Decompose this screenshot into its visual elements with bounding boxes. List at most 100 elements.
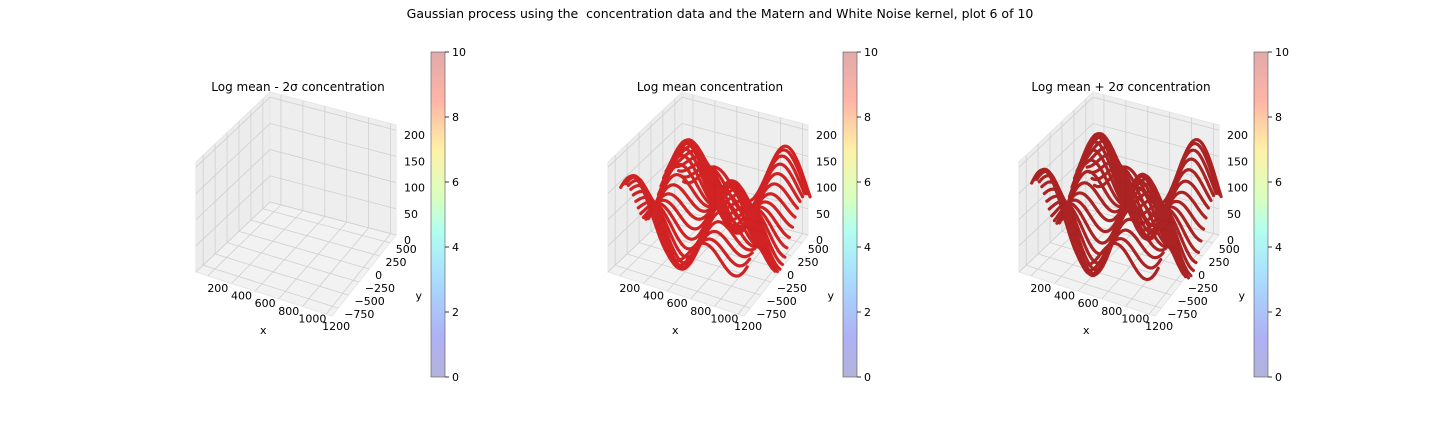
z-tick-label: 200 (404, 129, 425, 142)
colorbar-tick-label: 0 (1275, 371, 1282, 384)
figure-title: Gaussian process using the concentration… (406, 6, 1034, 21)
surface-row (672, 149, 802, 233)
colorbar-tick-label: 4 (1275, 241, 1282, 254)
colorbar-tick-label: 8 (864, 111, 871, 124)
x-tick-label: 600 (255, 297, 276, 310)
z-tick-label: 50 (1227, 208, 1241, 221)
y-tick-label: 500 (396, 243, 417, 256)
surface-row (674, 155, 805, 229)
z-gridline (1018, 96, 1220, 168)
z-tick-label: 0 (816, 234, 823, 247)
colorbar-tick-label: 10 (452, 46, 466, 59)
z-tick-label: 150 (1227, 155, 1248, 168)
z-tick-label: 100 (404, 182, 425, 195)
y-tick-label: −750 (756, 308, 786, 321)
y-tick-label: 250 (797, 256, 818, 269)
surface-row (677, 154, 807, 222)
y-gridline (238, 230, 370, 270)
y-tick-label: 0 (1198, 269, 1205, 282)
x-axis-label: x (1083, 324, 1090, 337)
x-gridline (325, 233, 391, 315)
z-tick-label: 150 (404, 155, 425, 168)
surface-row (669, 143, 800, 235)
x-tick-label: 400 (231, 289, 252, 302)
colorbar-tick-label: 2 (1275, 306, 1282, 319)
y-tick-label: −750 (344, 308, 374, 321)
colorbar (430, 51, 446, 378)
y-tick-label: −250 (1188, 282, 1218, 295)
x-axis-label: x (672, 324, 679, 337)
colorbar (1253, 51, 1269, 378)
x-tick-label: 800 (1101, 305, 1122, 318)
z-gridline (195, 201, 397, 273)
colorbar-tick-label: 6 (452, 176, 459, 189)
x-gridline (231, 210, 304, 284)
subplot-title: Log mean concentration (637, 80, 783, 94)
y-tick-label: 0 (375, 269, 382, 282)
z-gridline (607, 96, 809, 168)
x-gridline (207, 204, 282, 277)
z-tick-label: 50 (404, 208, 418, 221)
y-gridline (203, 264, 339, 309)
y-gridline (1049, 242, 1182, 283)
y-tick-label: 0 (787, 269, 794, 282)
colorbar-tick-label: 10 (864, 46, 878, 59)
x-gridline (737, 233, 803, 315)
y-tick-label: −500 (767, 295, 797, 308)
y-tick-label: 500 (808, 243, 829, 256)
surface-row (1093, 137, 1223, 207)
x-tick-label: 1000 (710, 312, 738, 325)
x-tick-label: 1200 (322, 320, 350, 333)
y-tick-label: −500 (1178, 295, 1208, 308)
scatter-points (619, 138, 812, 278)
x-tick-label: 200 (1030, 282, 1051, 295)
z-gridline (195, 122, 397, 194)
surface-row (682, 144, 812, 204)
y-axis-label: y (416, 290, 423, 303)
y-gridline (226, 242, 359, 283)
y-gridline (262, 208, 390, 244)
surface-row (1088, 148, 1218, 228)
x-tick-label: 1200 (1145, 320, 1173, 333)
y-axis-label: y (828, 290, 835, 303)
z-tick-label: 50 (816, 208, 830, 221)
x-tick-label: 800 (278, 305, 299, 318)
colorbar-tick-label: 8 (1275, 111, 1282, 124)
z-tick-label: 200 (1227, 129, 1248, 142)
x-tick-label: 600 (667, 297, 688, 310)
surface-row (1085, 153, 1216, 235)
y-tick-label: 250 (385, 256, 406, 269)
surface-row (1080, 139, 1211, 242)
subplot-title: Log mean - 2σ concentration (211, 80, 384, 94)
subplot-title: Log mean + 2σ concentration (1031, 80, 1210, 94)
z-gridline (195, 96, 397, 168)
x-tick-label: 800 (690, 305, 711, 318)
surface-row (639, 180, 769, 262)
subplot-lower: Log mean - 2σ concentration2004006008001… (195, 46, 466, 384)
z-tick-label: 200 (816, 129, 837, 142)
colorbar-tick-label: 6 (1275, 176, 1282, 189)
z-gridline (195, 175, 397, 247)
surface-row (636, 185, 767, 257)
x-axis-label: x (260, 324, 267, 337)
colorbar-tick-label: 0 (452, 371, 459, 384)
y-tick-label: −250 (365, 282, 395, 295)
colorbar-tick-label: 4 (452, 241, 459, 254)
x-tick-label: 200 (619, 282, 640, 295)
x-tick-label: 600 (1078, 297, 1099, 310)
x-gridline (302, 227, 369, 307)
y-gridline (250, 219, 380, 257)
z-tick-label: 150 (816, 155, 837, 168)
colorbar (842, 51, 858, 378)
y-tick-label: 250 (1208, 256, 1229, 269)
y-gridline (1061, 230, 1193, 270)
surface-row (1083, 145, 1213, 240)
x-gridline (1148, 233, 1214, 315)
colorbar-tick-label: 2 (452, 306, 459, 319)
x-gridline (666, 216, 738, 292)
z-tick-label: 100 (816, 182, 837, 195)
y-tick-label: −750 (1167, 308, 1197, 321)
colorbar-tick-label: 2 (864, 306, 871, 319)
